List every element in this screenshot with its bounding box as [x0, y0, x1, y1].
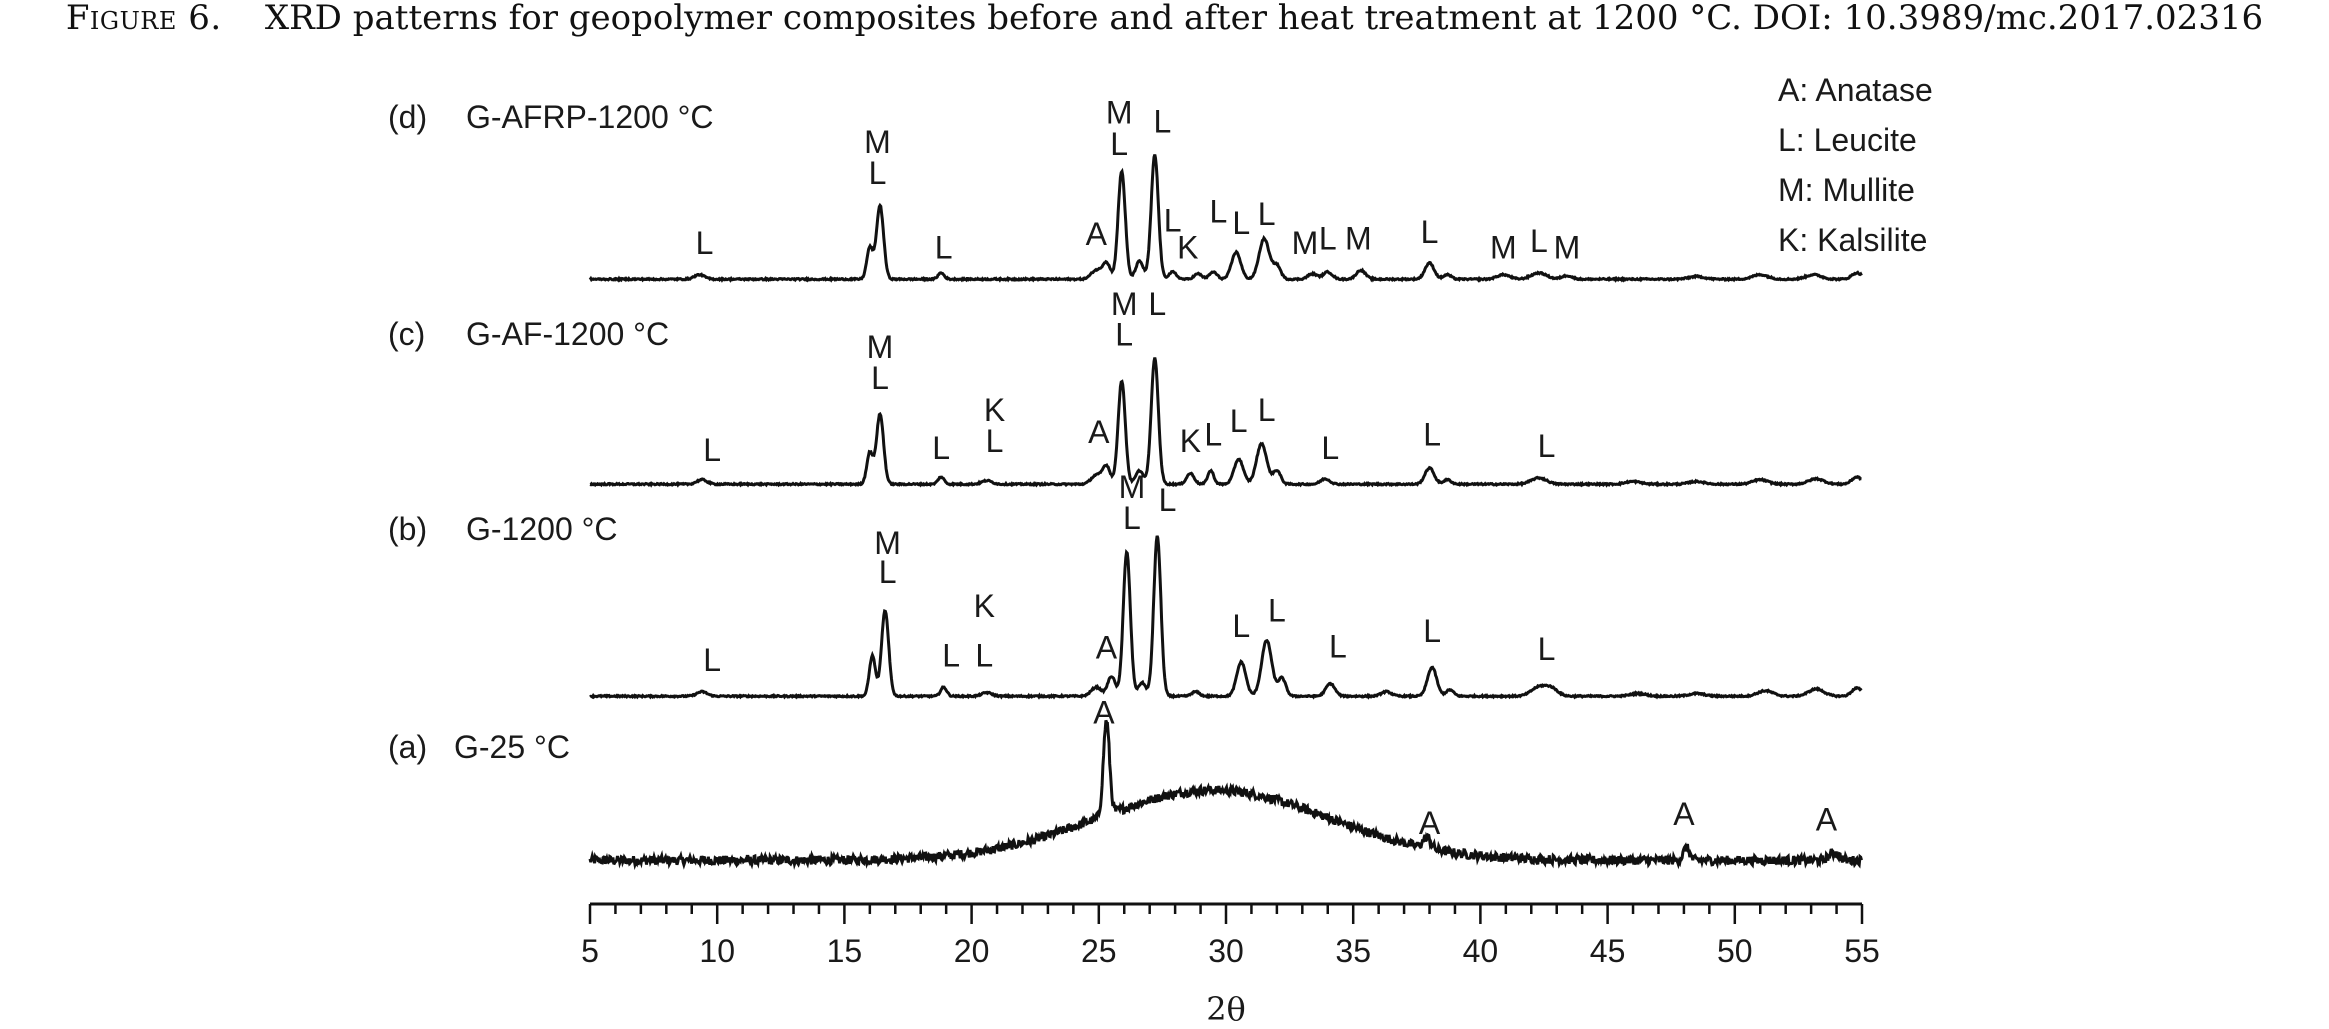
peak-label: L	[1268, 593, 1286, 629]
peak-label: L	[1423, 613, 1441, 649]
legend-entry: L: Leucite	[1778, 122, 1917, 158]
figure-caption: Figure 6. XRD patterns for geopolymer co…	[0, 0, 2329, 42]
peak-label: M	[874, 525, 901, 561]
series-tag: (a)	[388, 729, 427, 765]
peak-label: M	[1119, 469, 1146, 505]
series-1: (a) G-25 °C A A A A	[388, 695, 1863, 871]
series-line	[589, 535, 1863, 700]
peak-label: K	[1180, 423, 1201, 459]
peak-label: K	[974, 588, 995, 624]
peak-label: L	[975, 638, 993, 674]
series-tag: (b)	[388, 511, 427, 547]
peak-label: L	[1230, 403, 1248, 439]
peak-label: L	[932, 430, 950, 466]
peak-label: A	[1419, 805, 1441, 841]
peak-label: L	[1258, 392, 1276, 428]
x-tick-label: 40	[1463, 933, 1499, 969]
peak-label: A	[1096, 629, 1118, 665]
legend-entry: A: Anatase	[1778, 72, 1933, 108]
peak-label: M	[1111, 286, 1138, 322]
peak-label: L	[703, 642, 721, 678]
legend-entry: M: Mullite	[1778, 172, 1915, 208]
peak-label: A	[1673, 796, 1695, 832]
legend: A: Anatase L: Leucite M: Mullite K: Kalsili…	[1778, 72, 1933, 258]
peak-label: L	[1232, 205, 1250, 241]
figure-label: Figure 6.	[65, 0, 222, 38]
peak-label: L	[1115, 317, 1133, 353]
series-name: G-AFRP-1200 °C	[466, 99, 714, 135]
legend-entry: K: Kalsilite	[1778, 222, 1927, 258]
peak-label: M	[1554, 230, 1581, 266]
x-tick-label: 25	[1081, 933, 1117, 969]
peak-label: L	[1329, 629, 1347, 665]
peak-label: L	[1530, 223, 1548, 259]
peak-label: L	[1123, 500, 1141, 536]
series-line	[588, 154, 1863, 283]
peak-label: L	[703, 432, 721, 468]
peak-label: M	[1106, 95, 1133, 131]
peak-label: L	[1148, 286, 1166, 322]
peak-label: M	[867, 329, 894, 365]
series-line	[588, 719, 1863, 871]
x-tick-label: 55	[1844, 933, 1880, 969]
x-axis: 5 10 15 20 25 30 35 40 45 50 55 2θ	[581, 902, 1880, 1028]
peak-label: K	[1177, 230, 1198, 266]
x-tick-label: 5	[581, 933, 599, 969]
figure-caption-text: XRD patterns for geopolymer composites b…	[264, 0, 2264, 38]
x-tick-label: 10	[699, 933, 735, 969]
peak-label: M	[864, 124, 891, 160]
x-tick-label: 45	[1590, 933, 1626, 969]
peak-label: L	[1321, 430, 1339, 466]
peak-label: L	[1319, 221, 1337, 257]
peak-label: L	[1159, 482, 1177, 518]
x-tick-label: 15	[827, 933, 863, 969]
peak-label: L	[942, 638, 960, 674]
x-tick-label: 35	[1335, 933, 1371, 969]
x-axis-label: 2θ	[1206, 990, 1246, 1028]
peak-label: L	[879, 554, 897, 590]
series-tag: (d)	[388, 99, 427, 135]
peak-label: L	[935, 230, 953, 266]
peak-label: A	[1816, 802, 1838, 838]
x-tick-label: 30	[1208, 933, 1244, 969]
peak-label: L	[1110, 126, 1128, 162]
peak-label: M	[1490, 230, 1517, 266]
series-name: G-AF-1200 °C	[466, 316, 669, 352]
peak-label: A	[1088, 414, 1110, 450]
peak-label: L	[1204, 417, 1222, 453]
peak-label: A	[1086, 216, 1108, 252]
peak-label: M	[1292, 225, 1319, 261]
peak-label: K	[984, 392, 1005, 428]
peak-label: L	[1164, 203, 1182, 239]
peak-label: L	[1538, 428, 1556, 464]
peak-label: L	[1154, 104, 1172, 140]
peak-label: M	[1345, 221, 1372, 257]
series-tag: (c)	[388, 316, 425, 352]
peak-label: L	[1421, 214, 1439, 250]
series-line	[589, 357, 1862, 488]
peak-label: L	[1538, 631, 1556, 667]
series-name: G-1200 °C	[466, 511, 618, 547]
x-tick-label: 20	[954, 933, 990, 969]
peak-label: L	[696, 225, 714, 261]
peak-label: L	[869, 155, 887, 191]
peak-label: L	[986, 423, 1004, 459]
series-name: G-25 °C	[454, 729, 570, 765]
peak-label: A	[1093, 695, 1115, 731]
peak-label: L	[1423, 417, 1441, 453]
peak-label: L	[1232, 608, 1250, 644]
peak-label: L	[1258, 196, 1276, 232]
x-tick-label: 50	[1717, 933, 1753, 969]
peak-label: L	[871, 360, 889, 396]
peak-label: L	[1210, 194, 1228, 230]
